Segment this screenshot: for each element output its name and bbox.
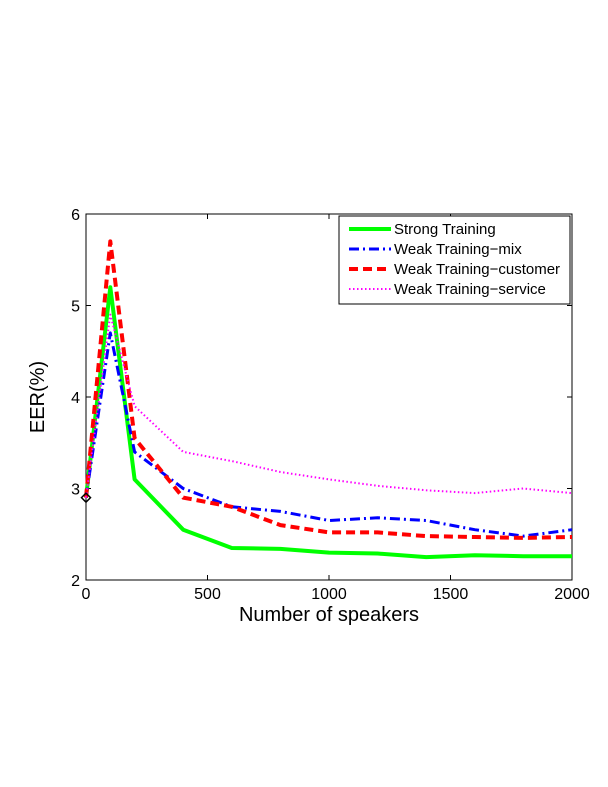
x-tick-label: 1500 — [433, 586, 469, 603]
start-marker — [80, 492, 92, 504]
x-tick-label: 1000 — [311, 586, 347, 603]
y-tick-label: 2 — [71, 573, 80, 590]
series-line-2 — [84, 239, 573, 540]
diamond-marker — [80, 492, 92, 504]
x-tick-label: 500 — [194, 586, 221, 603]
x-tick-label: 0 — [82, 586, 91, 603]
series-line-3 — [85, 313, 573, 498]
legend-label-2: Weak Training−customer — [394, 261, 560, 278]
y-axis-label: EER(%) — [27, 361, 49, 433]
y-tick-label: 5 — [71, 299, 80, 316]
legend-label-1: Weak Training−mix — [394, 241, 522, 258]
legend: Strong Training Weak Training−mix Weak Tra… — [338, 215, 571, 305]
series-line-0 — [84, 285, 572, 560]
series-lines — [84, 239, 573, 560]
y-tick-label: 4 — [71, 390, 80, 407]
y-tick-label: 6 — [71, 207, 80, 224]
x-tick-label: 2000 — [554, 586, 590, 603]
y-axis-ticks: 2 3 4 5 6 — [71, 207, 572, 590]
series-line-1 — [84, 331, 573, 538]
legend-label-3: Weak Training−service — [394, 281, 546, 298]
x-axis-label: Number of speakers — [239, 604, 419, 626]
y-tick-label: 3 — [71, 482, 80, 499]
legend-label-0: Strong Training — [394, 221, 496, 238]
